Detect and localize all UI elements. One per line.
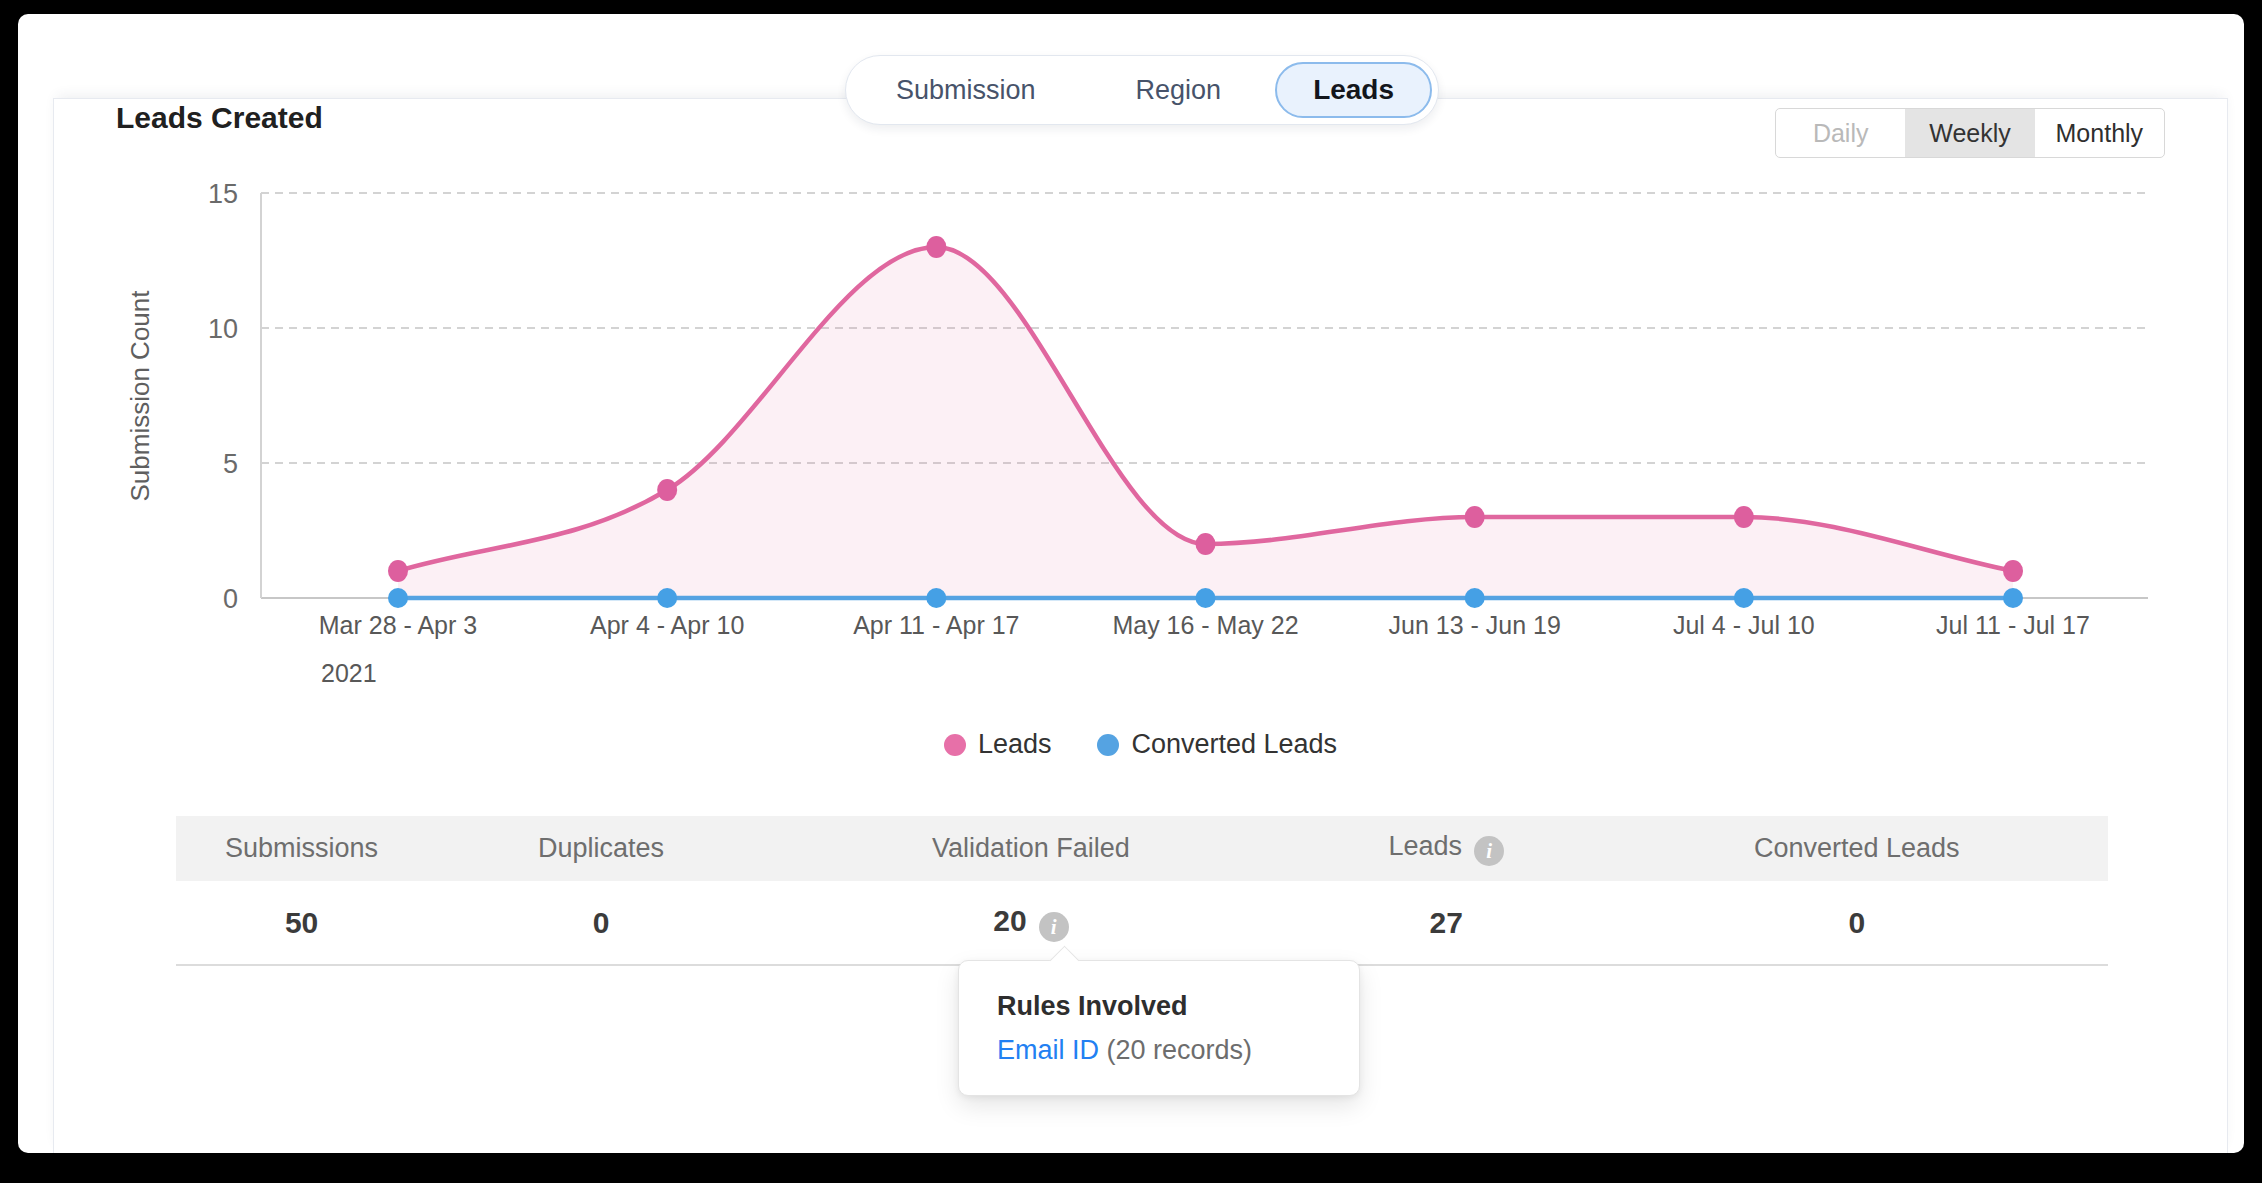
col-header-submissions: Submissions [176,833,427,864]
y-axis-title: Submission Count [125,290,155,502]
x-tick-label: Mar 28 - Apr 3 [319,611,477,639]
x-tick-label: Apr 4 - Apr 10 [590,611,744,639]
leads-point[interactable] [1196,533,1216,555]
tab-submission[interactable]: Submission [846,75,1086,106]
x-axis-year-label: 2021 [321,659,377,687]
time-range-toggle: Daily Weekly Monthly [1775,108,2165,158]
converted-leads-point[interactable] [1734,588,1754,608]
chart-type-tabs: Submission Region Leads [845,55,1439,125]
rules-involved-tooltip: Rules Involved Email ID (20 records) [958,960,1360,1096]
legend-dot-leads [944,734,966,756]
value-leads: 27 [1287,906,1606,940]
leads-point[interactable] [1734,506,1754,528]
toggle-weekly[interactable]: Weekly [1905,109,2034,157]
converted-leads-point[interactable] [2003,588,2023,608]
chart-legend: Leads Converted Leads [54,729,2227,760]
app-window: Leads Created 051015Submission CountMar … [18,14,2244,1153]
tooltip-body: Email ID (20 records) [997,1035,1359,1066]
leads-point[interactable] [657,479,677,501]
toggle-daily[interactable]: Daily [1776,109,1905,157]
toggle-monthly[interactable]: Monthly [2035,109,2164,157]
value-duplicates: 0 [427,906,775,940]
tab-leads[interactable]: Leads [1275,62,1432,118]
legend-dot-converted-leads [1097,734,1119,756]
leads-created-card: Leads Created 051015Submission CountMar … [53,98,2228,1153]
col-header-duplicates: Duplicates [427,833,775,864]
value-converted-leads: 0 [1606,906,2108,940]
email-id-link[interactable]: Email ID [997,1035,1099,1065]
summary-table: Submissions Duplicates Validation Failed… [176,816,2108,966]
tooltip-title: Rules Involved [997,991,1359,1022]
legend-label-converted-leads: Converted Leads [1131,729,1337,760]
x-tick-label: Jun 13 - Jun 19 [1389,611,1561,639]
x-tick-label: Jul 11 - Jul 17 [1936,611,2090,639]
value-submissions: 50 [176,906,427,940]
summary-table-header: Submissions Duplicates Validation Failed… [176,816,2108,881]
y-tick-label: 10 [208,314,238,344]
converted-leads-point[interactable] [1196,588,1216,608]
value-validation-failed: 20i [775,904,1287,942]
summary-table-values: 50 0 20i 27 0 [176,881,2108,966]
legend-item-leads[interactable]: Leads [944,729,1052,760]
info-icon[interactable]: i [1039,912,1069,942]
leads-point[interactable] [388,560,408,582]
y-tick-label: 0 [223,584,238,614]
leads-point[interactable] [926,236,946,258]
converted-leads-point[interactable] [657,588,677,608]
converted-leads-point[interactable] [388,588,408,608]
info-icon[interactable]: i [1474,836,1504,866]
x-tick-label: Apr 11 - Apr 17 [853,611,1019,639]
leads-point[interactable] [2003,560,2023,582]
converted-leads-point[interactable] [926,588,946,608]
y-tick-label: 5 [223,449,238,479]
y-tick-label: 15 [208,179,238,209]
legend-label-leads: Leads [978,729,1052,760]
leads-point[interactable] [1465,506,1485,528]
legend-item-converted-leads[interactable]: Converted Leads [1097,729,1337,760]
col-header-converted-leads: Converted Leads [1606,833,2108,864]
tab-region[interactable]: Region [1086,75,1272,106]
col-header-validation-failed: Validation Failed [775,833,1287,864]
x-tick-label: May 16 - May 22 [1112,611,1298,639]
tooltip-records-count: (20 records) [1099,1035,1252,1065]
converted-leads-point[interactable] [1465,588,1485,608]
x-tick-label: Jul 4 - Jul 10 [1673,611,1815,639]
leads-chart: 0 5 10 15 Submission Count Mar 28 - Apr 3 Apr … [54,99,2227,699]
col-header-leads: Leadsi [1287,831,1606,866]
